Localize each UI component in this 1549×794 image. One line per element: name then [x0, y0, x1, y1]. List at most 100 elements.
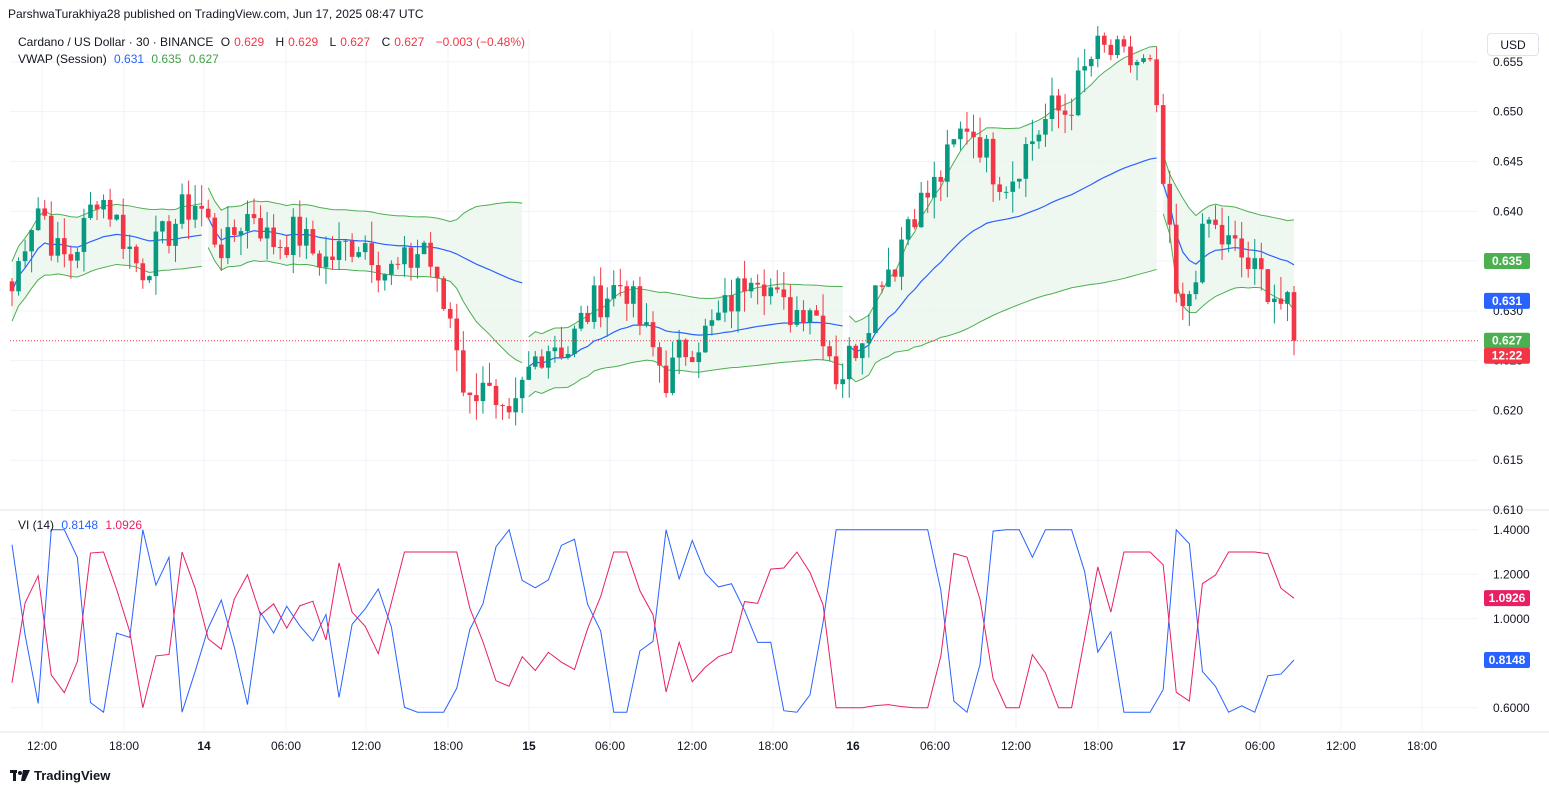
candle-body — [748, 282, 754, 292]
candle-body — [441, 278, 446, 309]
candle-body — [356, 252, 361, 257]
candle-body — [683, 339, 689, 358]
candle-body — [9, 281, 15, 292]
candle-body — [696, 352, 702, 363]
candle-body — [990, 138, 996, 185]
vwap-label[interactable]: VWAP (Session) — [18, 52, 107, 66]
price-tick-label: 0.640 — [1493, 204, 1523, 218]
candle-body — [801, 310, 806, 324]
candle-body — [598, 285, 603, 318]
vwap-lower-band — [207, 247, 523, 364]
candle-body — [133, 246, 139, 264]
tradingview-brand[interactable]: TradingView — [10, 768, 110, 783]
candle-body — [461, 350, 466, 393]
candle-body — [722, 295, 728, 313]
candle-body — [1069, 114, 1074, 116]
vi-label[interactable]: VI (14) — [18, 518, 55, 532]
vi-minus-badge: 1.0926 — [1489, 591, 1526, 605]
candle-body — [343, 240, 348, 242]
candle-body — [421, 242, 427, 255]
vwap-upper-value: 0.635 — [151, 52, 182, 66]
low-value: 0.627 — [340, 35, 371, 49]
candle-body — [827, 346, 832, 357]
candle-body — [114, 214, 119, 220]
time-tick-label: 18:00 — [1083, 739, 1113, 753]
price-tick-label: 0.655 — [1493, 55, 1523, 69]
currency-button[interactable]: USD — [1487, 33, 1539, 56]
candle-body — [532, 356, 538, 367]
candle-body — [788, 297, 793, 325]
candle-body — [349, 240, 355, 257]
candle-body — [506, 406, 512, 413]
candle-body — [317, 253, 322, 268]
countdown-badge-bg — [1484, 347, 1530, 364]
vi-tick-label: 0.6000 — [1493, 701, 1530, 715]
candle-body — [173, 223, 178, 246]
candle-body — [820, 315, 826, 347]
vwap-upper-badge: 0.635 — [1492, 254, 1522, 268]
vi-minus-value: 1.0926 — [105, 518, 143, 532]
candle-body — [1128, 46, 1133, 66]
candle-body — [1239, 238, 1244, 258]
candle-body — [781, 289, 787, 298]
candle-body — [68, 254, 74, 261]
close-label: C — [381, 35, 391, 49]
candle-body — [905, 219, 911, 240]
candle-body — [205, 208, 211, 218]
candle-body — [774, 287, 780, 290]
high-label: H — [275, 35, 285, 49]
time-tick-label: 12:00 — [27, 739, 57, 753]
candle-body — [1285, 292, 1290, 304]
candle-body — [807, 310, 813, 324]
candle-body — [94, 204, 100, 210]
candle-body — [35, 208, 41, 231]
symbol-title[interactable]: Cardano / US Dollar · 30 · BINANCE — [18, 35, 214, 49]
candle-body — [552, 347, 558, 352]
high-value: 0.629 — [288, 35, 319, 49]
candle-body — [918, 192, 924, 228]
vi-tick-label: 1.2000 — [1493, 567, 1530, 581]
candle-body — [519, 379, 525, 399]
vwap-lower-band — [528, 358, 843, 397]
candle-body — [1154, 59, 1159, 106]
vwap-lower-badge-bg — [1484, 332, 1530, 349]
candle-body — [55, 238, 61, 256]
candle-body — [480, 382, 486, 402]
candle-body — [833, 356, 839, 385]
candle-body — [323, 256, 329, 268]
candle-body — [899, 239, 904, 277]
vi-plus-value: 0.8148 — [61, 518, 99, 532]
candle-body — [539, 356, 545, 368]
candle-body — [676, 339, 682, 358]
candle-body — [232, 227, 237, 235]
open-value: 0.629 — [234, 35, 265, 49]
candle-body — [886, 269, 891, 287]
vi-plus-line — [11, 528, 1295, 714]
candle-body — [546, 351, 551, 368]
published-caption: ParshwaTurakhiya28 published on TradingV… — [8, 7, 424, 21]
candle-body — [1258, 258, 1264, 270]
candle-body — [572, 328, 577, 354]
vwap-upper-badge-bg — [1484, 253, 1530, 270]
candle-body — [225, 227, 231, 259]
time-tick-label: 06:00 — [271, 739, 301, 753]
candle-body — [428, 242, 433, 267]
candle-body — [290, 216, 296, 256]
vi-minus-badge-bg — [1484, 590, 1530, 607]
candle-body — [395, 263, 401, 265]
brand-label: TradingView — [34, 768, 111, 783]
time-tick-label: 18:00 — [109, 739, 139, 753]
vwap-band-fill — [208, 187, 523, 363]
candle-body — [179, 194, 185, 224]
vi-legend: VI (14) 0.8148 1.0926 — [18, 518, 146, 532]
candle-body — [945, 144, 950, 182]
candle-body — [1252, 258, 1258, 269]
candle-body — [951, 139, 957, 145]
candle-body — [1226, 235, 1231, 245]
vwap-lower-value: 0.627 — [188, 52, 219, 66]
candle-body — [611, 285, 617, 299]
candle-body — [389, 263, 394, 275]
low-label: L — [329, 35, 337, 49]
candle-body — [62, 238, 67, 255]
